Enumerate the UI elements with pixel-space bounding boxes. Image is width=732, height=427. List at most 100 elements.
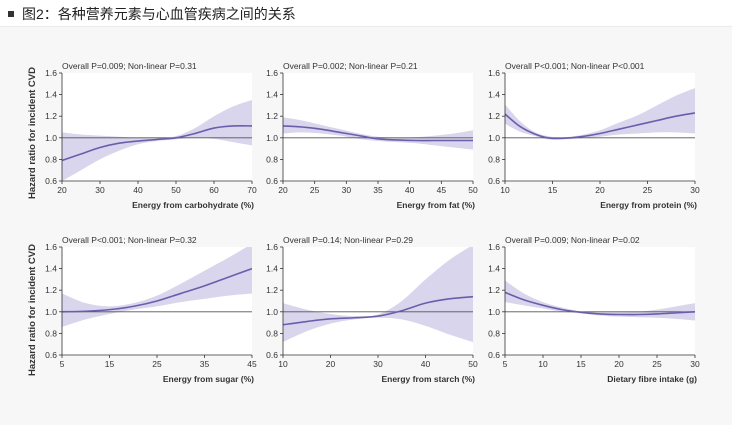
chart-panel-4: 0.6 0.8 1.0 1.2 1.4 1.6 5 15 25 35 45 Overall P<0.0…: [45, 235, 257, 384]
y-tick-label: 0.6: [45, 350, 57, 360]
x-tick-label: 20: [326, 359, 336, 369]
y-tick-label: 1.2: [45, 285, 57, 295]
x-tick-label: 25: [652, 359, 662, 369]
x-tick-label: 5: [60, 359, 65, 369]
x-tick-label: 20: [614, 359, 624, 369]
y-tick-label: 0.8: [266, 154, 278, 164]
chart-panel-5: 0.6 0.8 1.0 1.2 1.4 1.6 10 20 30 40 50 Overall P=0.…: [266, 235, 478, 384]
x-tick-label: 5: [503, 359, 508, 369]
x-axis-label: Energy from fat (%): [397, 200, 476, 210]
plot-content: [62, 100, 252, 181]
confidence-band: [505, 88, 695, 140]
x-tick-label: 45: [437, 185, 447, 195]
x-tick-label: 40: [405, 185, 415, 195]
x-tick-label: 50: [468, 359, 478, 369]
x-tick-label: 15: [548, 185, 558, 195]
y-tick-label: 1.4: [266, 90, 278, 100]
y-tick-label: 1.4: [45, 90, 57, 100]
chart-panel-1: 0.6 0.8 1.0 1.2 1.4 1.6 20 30 40 50 60 70 Overall P=…: [45, 61, 257, 210]
y-tick-label: 1.4: [45, 264, 57, 274]
bullet-icon: [8, 11, 14, 17]
x-tick-label: 30: [690, 359, 700, 369]
page-title: 图2：各种营养元素与心血管疾病之间的关系: [6, 4, 296, 24]
y-tick-label: 1.2: [266, 285, 278, 295]
y-tick-label: 1.2: [488, 285, 500, 295]
x-tick-label: 40: [133, 185, 143, 195]
hazard-ratio-line: [283, 295, 473, 326]
chart-panel-2: 0.6 0.8 1.0 1.2 1.4 1.6 20 25 30 35 40 45 50 Overall …: [266, 61, 478, 210]
chart-panel-6: 0.6 0.8 1.0 1.2 1.4 1.6 5 10 15 20 25 30 Overall P=0…: [488, 235, 700, 384]
p-value-annotation: Overall P=0.002; Non-linear P=0.21: [283, 61, 418, 71]
x-tick-label: 50: [468, 185, 478, 195]
hazard-ratio-line: [283, 125, 473, 142]
y-tick-label: 0.8: [488, 154, 500, 164]
x-tick-label: 35: [200, 359, 210, 369]
y-tick-label: 0.6: [45, 176, 57, 186]
y-tick-label: 0.8: [488, 328, 500, 338]
confidence-band: [283, 117, 473, 150]
hazard-ratio-line: [505, 112, 695, 140]
y-tick-label: 0.6: [488, 176, 500, 186]
x-axis-label: Energy from carbohydrate (%): [132, 200, 254, 210]
y-tick-label: 1.6: [266, 68, 278, 78]
y-tick-label: 1.6: [45, 242, 57, 252]
y-axis-title-row-2: Hazard ratio for incident CVD: [27, 244, 38, 376]
y-tick-label: 1.2: [266, 111, 278, 121]
x-axis-label: Energy from protein (%): [600, 200, 697, 210]
y-tick-label: 1.6: [45, 68, 57, 78]
x-tick-label: 50: [171, 185, 181, 195]
x-axis-label: Energy from starch (%): [381, 374, 475, 384]
plot-content: [505, 280, 695, 321]
y-tick-label: 1.0: [488, 133, 500, 143]
y-tick-label: 1.0: [45, 133, 57, 143]
x-axis-label: Energy from sugar (%): [163, 374, 254, 384]
x-tick-label: 30: [342, 185, 352, 195]
x-tick-label: 25: [643, 185, 653, 195]
y-tick-label: 1.0: [266, 307, 278, 317]
x-tick-label: 15: [576, 359, 586, 369]
y-tick-label: 0.6: [488, 350, 500, 360]
x-tick-label: 15: [105, 359, 115, 369]
p-value-annotation: Overall P=0.009; Non-linear P=0.31: [62, 61, 197, 71]
y-tick-label: 1.2: [45, 111, 57, 121]
y-tick-label: 1.6: [266, 242, 278, 252]
x-tick-label: 10: [278, 359, 288, 369]
chart-panel-3: 0.6 0.8 1.0 1.2 1.4 1.6 10 15 20 25 30 Overall P<0.…: [488, 61, 700, 210]
x-tick-label: 20: [278, 185, 288, 195]
p-value-annotation: Overall P=0.009; Non-linear P=0.02: [505, 235, 640, 245]
x-tick-label: 25: [310, 185, 320, 195]
hazard-ratio-line: [62, 124, 252, 162]
y-tick-label: 1.2: [488, 111, 500, 121]
plot-content: [62, 247, 252, 327]
y-axis-title-row-1: Hazard ratio for incident CVD: [27, 67, 38, 199]
plot-content: [505, 88, 695, 140]
x-tick-label: 30: [690, 185, 700, 195]
y-tick-label: 1.0: [488, 307, 500, 317]
x-tick-label: 40: [421, 359, 431, 369]
x-tick-label: 35: [373, 185, 383, 195]
x-tick-label: 20: [57, 185, 67, 195]
y-tick-label: 1.6: [488, 242, 500, 252]
x-tick-label: 25: [152, 359, 162, 369]
p-value-annotation: Overall P<0.001; Non-linear P=0.32: [62, 235, 197, 245]
y-tick-label: 1.0: [266, 133, 278, 143]
y-tick-label: 0.8: [45, 328, 57, 338]
x-tick-label: 10: [538, 359, 548, 369]
x-tick-label: 20: [595, 185, 605, 195]
y-tick-label: 0.8: [45, 154, 57, 164]
x-tick-label: 30: [95, 185, 105, 195]
page-title-text: 图2：各种营养元素与心血管疾病之间的关系: [22, 6, 296, 22]
y-tick-label: 1.0: [45, 307, 57, 317]
chart-grid: Hazard ratio for incident CVD Hazard rat…: [27, 61, 700, 384]
confidence-band: [62, 247, 252, 327]
plot-content: [283, 117, 473, 150]
figure-panel: Hazard ratio for incident CVD Hazard rat…: [0, 26, 732, 425]
hazard-ratio-line: [62, 267, 252, 313]
hazard-ratio-line: [505, 291, 695, 316]
x-tick-label: 10: [500, 185, 510, 195]
p-value-annotation: Overall P=0.14; Non-linear P=0.29: [283, 235, 413, 245]
y-tick-label: 1.4: [266, 264, 278, 274]
x-axis-label: Dietary fibre intake (g): [607, 374, 697, 384]
y-tick-label: 0.8: [266, 328, 278, 338]
confidence-band: [505, 280, 695, 321]
